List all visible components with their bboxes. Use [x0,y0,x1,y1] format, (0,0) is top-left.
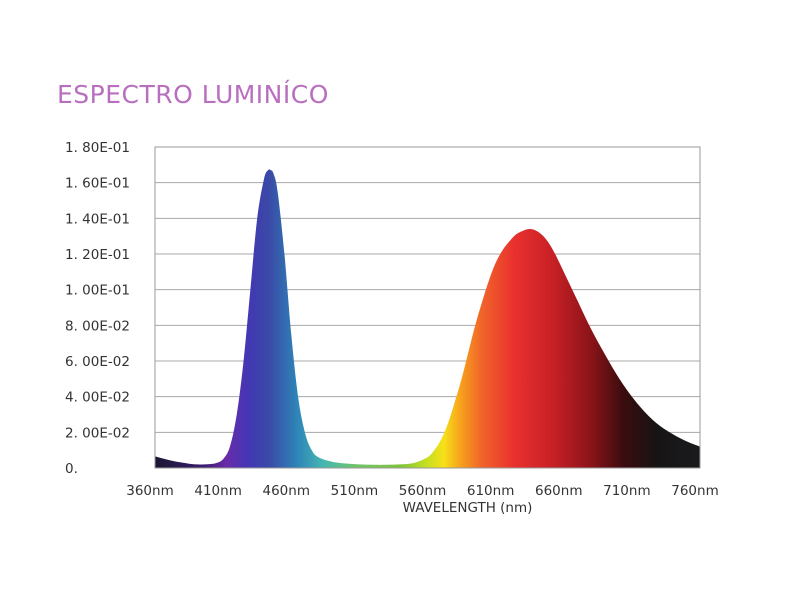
y-tick-label: 1. 20E-01 [65,247,130,263]
y-tick-label: 8. 00E-02 [65,318,130,334]
plot-frame [154,146,701,469]
y-tick-label: 4. 00E-02 [65,390,130,406]
y-tick-label: 2. 00E-02 [65,425,130,441]
y-tick-label: 1. 60E-01 [65,176,130,192]
x-tick-label: 510nm [331,483,378,499]
y-tick-label: 1. 00E-01 [65,283,130,299]
x-tick-label: 410nm [194,483,241,499]
y-tick-label: 6. 00E-02 [65,354,130,370]
x-tick-label: 760nm [671,483,718,499]
spectrum-area [155,169,700,468]
x-tick-label: 360nm [126,483,173,499]
x-tick-label: 460nm [263,483,310,499]
y-axis-ticks: 0. 2. 00E-02 4. 00E-02 6. 00E-02 8. 00E-02 1.… [65,140,130,477]
x-axis-ticks: 360nm 410nm 460nm 510nm 560nm 610nm 660nm 710nm… [126,483,718,499]
x-tick-label: 560nm [399,483,446,499]
x-tick-label: 610nm [467,483,514,499]
x-tick-label: 660nm [535,483,582,499]
x-axis-label: WAVELENGTH (nm) [403,500,533,516]
y-tick-label: 1. 80E-01 [65,140,130,156]
x-tick-label: 710nm [603,483,650,499]
chart-title: ESPECTRO LUMINÍCO [57,80,329,109]
y-tick-label: 0. [65,461,78,477]
y-tick-label: 1. 40E-01 [65,211,130,227]
